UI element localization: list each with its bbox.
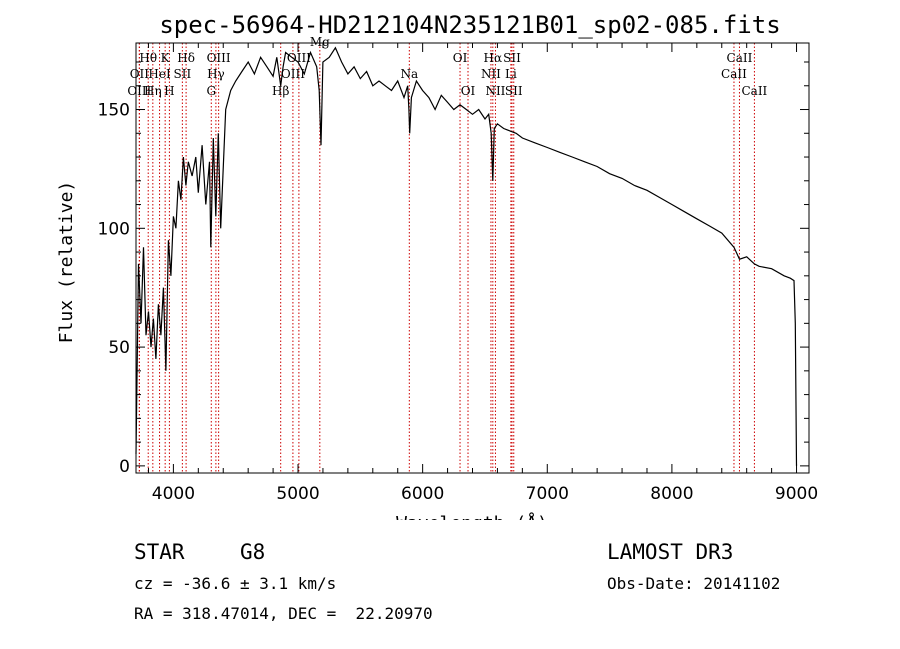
x-tick-label-4: 8000	[650, 484, 693, 504]
x-tick-label-1: 5000	[276, 484, 319, 504]
x-tick-label-3: 7000	[526, 484, 569, 504]
marker-label-25: CaII	[727, 51, 753, 65]
marker-label-10: Hγ	[207, 67, 225, 81]
marker-label-17: OI	[453, 51, 468, 65]
marker-label-23: Li	[505, 67, 517, 81]
marker-label-12: OIII	[287, 51, 311, 65]
y-tick-label-3: 150	[98, 101, 130, 121]
marker-label-13: OIII	[281, 67, 305, 81]
y-tick-label-0: 0	[119, 457, 130, 477]
marker-label-3: Hη	[144, 84, 162, 98]
marker-label-16: Na	[400, 67, 418, 81]
redshift-readout: cz = -36.6 ± 3.1 km/s	[134, 574, 337, 593]
marker-label-24: SII	[505, 84, 523, 98]
marker-label-0: Hθ	[139, 51, 157, 65]
marker-label-18: OI	[461, 84, 476, 98]
x-tick-label-2: 6000	[401, 484, 444, 504]
marker-label-20: NII	[481, 67, 501, 81]
spectral-marker-labels: HθOIIOIIIHηKHeIHHδSIIOIIIHγGOIIIOIIIHβMg…	[127, 35, 767, 98]
y-axis-ticks: 0 50 100 150	[98, 61, 809, 477]
marker-label-14: Hβ	[272, 84, 289, 98]
spectral-marker-lines	[138, 43, 755, 473]
marker-label-5: HeI	[148, 67, 171, 81]
spectrum-chart: spec-56964-HD212104N235121B01_sp02-085.f…	[56, 11, 818, 520]
marker-label-22: SII	[503, 51, 521, 65]
observation-date: Obs-Date: 20141102	[607, 574, 781, 593]
marker-label-2: OIII	[127, 84, 151, 98]
marker-label-26: CaII	[721, 67, 747, 81]
marker-label-6: H	[164, 84, 174, 98]
marker-label-7: Hδ	[177, 51, 195, 65]
y-tick-label-1: 50	[108, 338, 130, 358]
marker-label-4: K	[161, 51, 171, 65]
survey-name: LAMOST DR3	[607, 540, 734, 564]
marker-label-8: SII	[174, 67, 192, 81]
object-class: STAR	[134, 540, 185, 564]
coordinates-readout: RA = 318.47014, DEC = 22.20970	[134, 604, 433, 623]
x-tick-label-0: 4000	[152, 484, 195, 504]
marker-label-19: Hα	[484, 51, 503, 65]
y-tick-label-2: 100	[98, 219, 130, 239]
object-subclass: G8	[240, 540, 266, 564]
x-axis-label: Wavelength (Å)	[396, 512, 548, 520]
x-tick-label-5: 9000	[775, 484, 818, 504]
marker-label-27: CaII	[741, 84, 767, 98]
marker-label-15: Mg	[310, 35, 330, 49]
chart-title: spec-56964-HD212104N235121B01_sp02-085.f…	[159, 11, 780, 39]
y-axis-label: Flux (relative)	[56, 181, 77, 344]
marker-label-11: G	[206, 84, 216, 98]
marker-label-21: NII	[485, 84, 505, 98]
marker-label-1: OII	[130, 67, 150, 81]
x-axis-ticks: 4000 5000 6000 7000 8000 9000	[147, 43, 818, 504]
marker-label-9: OIII	[207, 51, 231, 65]
plot-frame	[135, 42, 810, 474]
spectrum-series-line	[135, 46, 798, 466]
